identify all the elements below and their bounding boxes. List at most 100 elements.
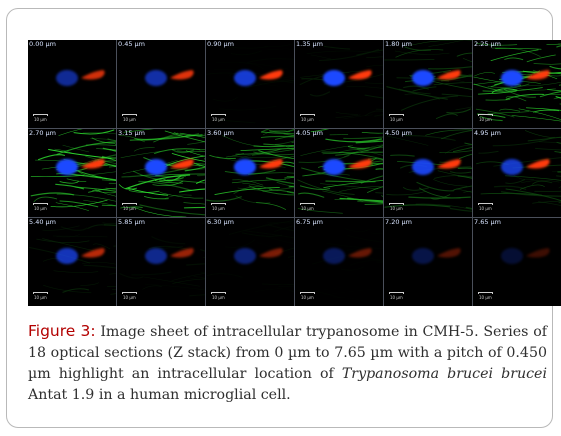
nucleus-blue-signal	[145, 248, 167, 264]
microscopy-tile: 1.80 µm 10 µm	[384, 40, 472, 128]
nucleus-blue-signal	[323, 70, 345, 86]
microscopy-tile: 3.15 µm 10 µm	[117, 129, 205, 217]
scale-bar	[33, 292, 48, 294]
z-depth-label: 1.80 µm	[385, 40, 413, 48]
confocal-section-image	[28, 222, 116, 295]
scale-bar	[211, 203, 226, 205]
z-depth-label: 0.00 µm	[29, 40, 57, 48]
confocal-section-image	[234, 70, 283, 86]
microscopy-tile: 2.70 µm 10 µm	[28, 129, 116, 217]
scale-bar	[211, 114, 226, 116]
microscopy-tile: 4.95 µm 10 µm	[473, 129, 561, 217]
scale-bar-label: 10 µm	[390, 117, 403, 122]
scale-bar-label: 10 µm	[212, 206, 225, 211]
scale-bar-label: 10 µm	[123, 295, 136, 300]
scale-bar-label: 10 µm	[212, 295, 225, 300]
nucleus-blue-signal	[234, 248, 256, 264]
confocal-section-image	[145, 70, 194, 86]
nucleus-blue-signal	[323, 248, 345, 264]
trypanosome-red-signal	[81, 159, 105, 169]
scale-bar-label: 10 µm	[301, 295, 314, 300]
z-depth-label: 3.60 µm	[207, 129, 235, 137]
scale-bar-group: 10 µm	[478, 292, 494, 302]
scale-bar	[478, 203, 493, 205]
scale-bar-group: 10 µm	[33, 292, 49, 302]
microscopy-tile: 7.20 µm 10 µm	[384, 218, 472, 306]
nucleus-blue-signal	[56, 159, 78, 175]
figure-caption: Figure 3: Image sheet of intracellular t…	[28, 321, 547, 406]
z-depth-label: 5.85 µm	[118, 218, 146, 226]
scale-bar-label: 10 µm	[479, 295, 492, 300]
species-name: Trypanosoma brucei brucei	[341, 366, 547, 382]
scale-bar-group: 10 µm	[478, 203, 494, 213]
trypanosome-red-signal	[259, 159, 283, 169]
scale-bar-group: 10 µm	[300, 203, 316, 213]
scale-bar	[122, 203, 137, 205]
trypanosome-red-signal	[437, 159, 461, 169]
microscopy-tile: 0.00 µm 10 µm	[28, 40, 116, 128]
microscopy-tile: 0.45 µm 10 µm	[117, 40, 205, 128]
trypanosome-red-signal	[437, 70, 461, 80]
trypanosome-red-signal	[348, 248, 372, 258]
confocal-section-image	[323, 248, 372, 264]
confocal-section-image	[299, 45, 383, 119]
nucleus-blue-signal	[412, 70, 434, 86]
confocal-section-image	[234, 248, 283, 264]
trypanosome-red-signal	[348, 159, 372, 169]
z-depth-label: 4.05 µm	[296, 129, 324, 137]
microscopy-tile: 4.05 µm 10 µm	[295, 129, 383, 217]
z-depth-label: 5.40 µm	[29, 218, 57, 226]
scale-bar-group: 10 µm	[300, 292, 316, 302]
scale-bar-group: 10 µm	[389, 114, 405, 124]
z-depth-label: 3.15 µm	[118, 129, 146, 137]
figure-frame: 0.00 µm 10 µm 0.45 µm 10 µm 0.90 µm 10 µm 1.35…	[6, 8, 561, 428]
cytoskeleton-fibers	[119, 218, 205, 297]
scale-bar-group: 10 µm	[122, 292, 138, 302]
cytoskeleton-fibers	[206, 129, 294, 210]
nucleus-blue-signal	[501, 70, 523, 86]
nucleus-blue-signal	[501, 248, 523, 264]
z-depth-label: 6.30 µm	[207, 218, 235, 226]
z-depth-label: 4.95 µm	[474, 129, 502, 137]
microscopy-tile: 7.65 µm 10 µm	[473, 218, 561, 306]
figure-label: Figure 3:	[28, 322, 96, 340]
scale-bar	[389, 292, 404, 294]
confocal-section-image	[384, 129, 472, 212]
scale-bar-label: 10 µm	[479, 117, 492, 122]
nucleus-blue-signal	[412, 159, 434, 175]
microscopy-tile: 5.85 µm 10 µm	[117, 218, 205, 306]
z-depth-label: 7.65 µm	[474, 218, 502, 226]
microscopy-tile: 0.90 µm 10 µm	[206, 40, 294, 128]
trypanosome-red-signal	[170, 159, 194, 169]
scale-bar	[33, 114, 48, 116]
confocal-section-image	[119, 218, 205, 297]
confocal-section-image	[476, 130, 561, 206]
confocal-section-image	[473, 42, 561, 122]
z-depth-label: 2.70 µm	[29, 129, 57, 137]
scale-bar-label: 10 µm	[212, 117, 225, 122]
trypanosome-red-signal	[259, 70, 283, 80]
z-depth-label: 4.50 µm	[385, 129, 413, 137]
cytoskeleton-fibers	[299, 45, 383, 119]
z-depth-label: 0.45 µm	[118, 40, 146, 48]
scale-bar	[300, 114, 315, 116]
scale-bar-label: 10 µm	[301, 206, 314, 211]
nucleus-blue-signal	[234, 159, 256, 175]
scale-bar-label: 10 µm	[390, 295, 403, 300]
confocal-section-image	[384, 40, 472, 119]
scale-bar	[300, 292, 315, 294]
trypanosome-red-signal	[259, 248, 283, 258]
scale-bar-group: 10 µm	[211, 114, 227, 124]
trypanosome-red-signal	[526, 70, 550, 80]
scale-bar-group: 10 µm	[300, 114, 316, 124]
microscopy-tile: 6.75 µm 10 µm	[295, 218, 383, 306]
scale-bar	[122, 114, 137, 116]
confocal-section-image	[412, 248, 461, 264]
nucleus-blue-signal	[56, 70, 78, 86]
nucleus-blue-signal	[234, 70, 256, 86]
trypanosome-red-signal	[170, 248, 194, 258]
trypanosome-red-signal	[526, 159, 550, 169]
image-sheet: 0.00 µm 10 µm 0.45 µm 10 µm 0.90 µm 10 µm 1.35…	[28, 40, 561, 306]
cytoskeleton-fibers	[297, 129, 383, 214]
scale-bar-label: 10 µm	[123, 117, 136, 122]
